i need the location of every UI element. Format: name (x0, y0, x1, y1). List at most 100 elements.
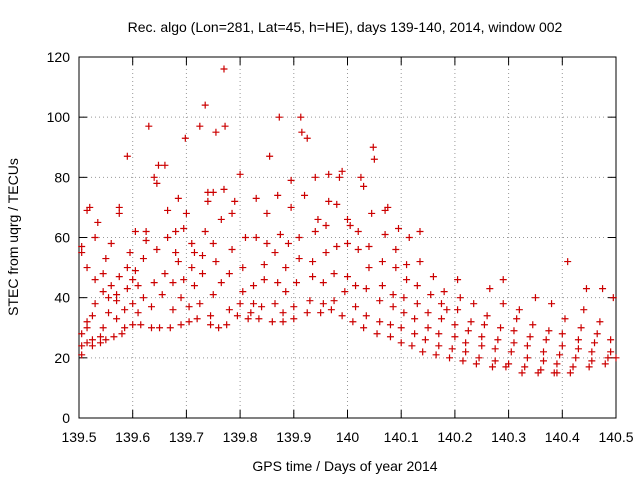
data-point (113, 291, 121, 299)
data-point (78, 351, 86, 359)
data-point (435, 342, 443, 350)
data-point (209, 188, 217, 196)
data-point (591, 339, 599, 347)
data-point (142, 237, 150, 245)
data-point (505, 360, 513, 368)
data-points (78, 65, 620, 377)
data-point (389, 303, 397, 311)
data-point (333, 243, 341, 251)
data-point (440, 288, 448, 296)
data-point (411, 315, 419, 323)
data-point (207, 321, 215, 329)
data-point (134, 309, 142, 317)
data-point (180, 224, 188, 232)
data-point (354, 246, 362, 254)
data-point (427, 291, 435, 299)
data-point (221, 122, 229, 130)
data-point (400, 294, 408, 302)
data-point (604, 354, 612, 362)
data-point (609, 294, 617, 302)
data-point (255, 315, 263, 323)
data-point (327, 306, 335, 314)
data-point (174, 194, 182, 202)
data-point (545, 327, 553, 335)
data-point (344, 215, 351, 223)
data-point (429, 273, 437, 281)
data-point (561, 315, 569, 323)
data-point (207, 312, 215, 320)
data-point (110, 333, 118, 341)
data-point (411, 330, 419, 338)
data-point (88, 342, 96, 350)
x-axis-title: GPS time / Days of year 2014 (252, 458, 437, 474)
data-point (174, 258, 182, 266)
data-point (185, 318, 193, 326)
data-point (540, 357, 548, 365)
data-point (212, 258, 220, 266)
data-point (279, 309, 287, 317)
data-point (241, 234, 249, 241)
data-point (271, 300, 279, 308)
data-point (166, 324, 174, 332)
data-point (276, 230, 284, 238)
data-point (413, 282, 421, 290)
data-point (333, 200, 341, 208)
data-point (556, 351, 564, 359)
data-point (344, 240, 351, 248)
data-point (91, 234, 99, 241)
data-point (459, 357, 467, 365)
data-point (325, 170, 333, 178)
data-point (161, 161, 169, 169)
data-point (526, 333, 534, 341)
data-point (386, 321, 394, 329)
data-point (540, 348, 548, 356)
data-point (338, 312, 346, 320)
data-point (521, 363, 529, 371)
data-point (164, 234, 172, 241)
data-point (263, 240, 271, 248)
data-point (360, 182, 368, 190)
data-point (102, 255, 110, 263)
data-point (169, 279, 177, 287)
data-point (523, 342, 531, 350)
data-point (99, 288, 107, 296)
data-point (553, 369, 561, 377)
data-point (475, 354, 483, 362)
x-tick-label: 140.4 (545, 429, 580, 445)
data-point (181, 134, 189, 142)
data-point (397, 339, 405, 347)
data-point (105, 294, 113, 302)
data-point (154, 161, 162, 169)
data-point (424, 309, 432, 317)
data-point (228, 246, 236, 254)
data-point (419, 348, 427, 356)
data-point (480, 321, 488, 329)
data-point (558, 330, 566, 338)
data-point (172, 249, 180, 257)
y-tick-labels: 0 20 40 60 80 100 120 (47, 49, 71, 426)
y-tick-label: 40 (54, 290, 70, 306)
data-point (297, 113, 305, 121)
data-point (295, 234, 303, 241)
data-point (258, 303, 266, 311)
data-point (365, 264, 373, 272)
data-point (569, 363, 577, 371)
data-point (338, 167, 346, 175)
data-point (177, 294, 185, 302)
data-point (362, 285, 370, 293)
data-point (319, 300, 327, 308)
data-point (515, 306, 523, 314)
x-tick-label: 140.2 (437, 429, 472, 445)
data-point (287, 203, 295, 211)
data-point (158, 291, 166, 299)
data-point (123, 264, 131, 272)
data-point (395, 224, 403, 232)
data-point (424, 324, 432, 332)
data-point (451, 321, 459, 329)
data-point (244, 315, 252, 323)
data-point (317, 309, 325, 317)
data-point (370, 155, 378, 163)
data-point (180, 276, 188, 284)
data-point (131, 267, 139, 275)
data-point (437, 300, 445, 308)
